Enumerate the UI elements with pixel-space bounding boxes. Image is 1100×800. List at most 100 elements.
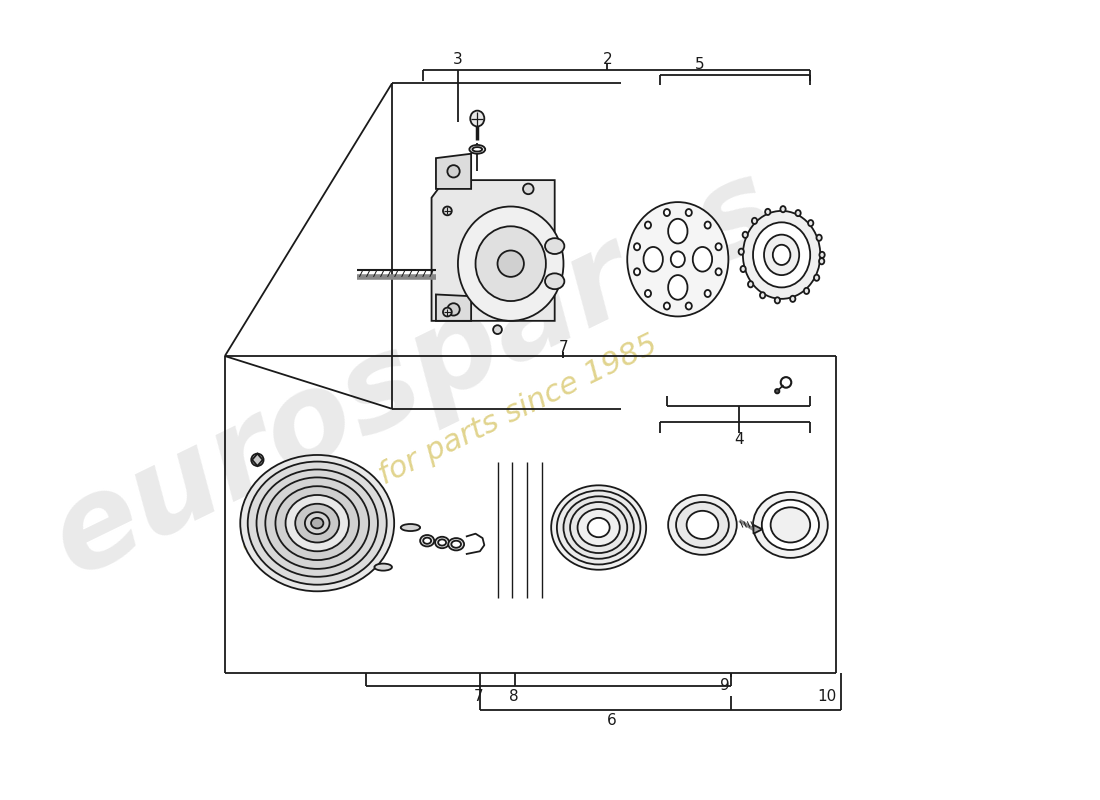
Ellipse shape — [443, 308, 452, 317]
Ellipse shape — [685, 209, 692, 216]
Ellipse shape — [449, 538, 464, 550]
Ellipse shape — [286, 495, 349, 551]
Ellipse shape — [715, 243, 722, 250]
Ellipse shape — [764, 234, 800, 275]
Ellipse shape — [668, 495, 737, 554]
Ellipse shape — [752, 218, 757, 224]
Ellipse shape — [754, 492, 828, 558]
Ellipse shape — [668, 219, 688, 243]
Text: 10: 10 — [817, 689, 836, 704]
Polygon shape — [436, 154, 471, 189]
Ellipse shape — [627, 202, 728, 317]
Ellipse shape — [448, 303, 460, 315]
Text: 5: 5 — [695, 57, 705, 71]
Ellipse shape — [685, 302, 692, 310]
Ellipse shape — [686, 511, 718, 539]
Ellipse shape — [311, 518, 323, 529]
Ellipse shape — [645, 222, 651, 229]
Ellipse shape — [820, 252, 825, 258]
Ellipse shape — [475, 226, 546, 301]
Ellipse shape — [742, 232, 748, 238]
Ellipse shape — [438, 539, 447, 546]
Ellipse shape — [587, 518, 609, 538]
Ellipse shape — [305, 512, 330, 534]
Ellipse shape — [275, 486, 359, 560]
Ellipse shape — [804, 288, 810, 294]
Ellipse shape — [522, 184, 534, 194]
Ellipse shape — [790, 296, 795, 302]
Ellipse shape — [663, 209, 670, 216]
Ellipse shape — [644, 247, 663, 271]
Polygon shape — [754, 525, 762, 534]
Ellipse shape — [497, 250, 524, 277]
Polygon shape — [252, 454, 263, 466]
Ellipse shape — [748, 281, 754, 287]
Ellipse shape — [808, 220, 813, 226]
Text: a passion for parts since 1985: a passion for parts since 1985 — [235, 330, 662, 558]
Ellipse shape — [634, 268, 640, 275]
Ellipse shape — [544, 274, 564, 289]
Ellipse shape — [451, 541, 461, 548]
Ellipse shape — [774, 298, 780, 303]
Ellipse shape — [295, 504, 339, 542]
Ellipse shape — [400, 524, 420, 531]
Ellipse shape — [634, 243, 640, 250]
Ellipse shape — [762, 500, 820, 550]
Ellipse shape — [493, 326, 502, 334]
Text: eurospares: eurospares — [32, 146, 795, 602]
Ellipse shape — [420, 535, 434, 546]
Ellipse shape — [780, 206, 785, 212]
Ellipse shape — [256, 470, 378, 577]
Ellipse shape — [676, 502, 729, 548]
Ellipse shape — [671, 251, 685, 267]
Ellipse shape — [820, 258, 824, 264]
Ellipse shape — [668, 275, 688, 300]
Ellipse shape — [551, 486, 646, 570]
Ellipse shape — [816, 234, 822, 241]
Ellipse shape — [814, 274, 820, 281]
Ellipse shape — [771, 507, 811, 542]
Text: 4: 4 — [735, 432, 745, 447]
Ellipse shape — [448, 165, 460, 178]
Text: 6: 6 — [607, 713, 617, 728]
Ellipse shape — [436, 537, 449, 548]
Ellipse shape — [776, 389, 780, 394]
Ellipse shape — [740, 266, 746, 272]
Ellipse shape — [754, 222, 811, 287]
Ellipse shape — [424, 538, 431, 544]
Ellipse shape — [766, 209, 770, 215]
Text: 8: 8 — [508, 689, 518, 704]
Ellipse shape — [705, 222, 711, 229]
Text: 7: 7 — [473, 689, 483, 704]
Ellipse shape — [248, 462, 387, 585]
Text: 7: 7 — [559, 340, 569, 354]
Ellipse shape — [251, 454, 264, 466]
Text: 2: 2 — [603, 52, 613, 67]
Ellipse shape — [663, 302, 670, 310]
Ellipse shape — [645, 290, 651, 297]
Ellipse shape — [693, 247, 712, 271]
Ellipse shape — [544, 238, 564, 254]
Ellipse shape — [265, 478, 370, 569]
Ellipse shape — [472, 147, 482, 151]
Ellipse shape — [578, 509, 619, 546]
Ellipse shape — [760, 292, 766, 298]
Ellipse shape — [443, 206, 452, 215]
Ellipse shape — [470, 145, 485, 154]
Ellipse shape — [563, 496, 634, 558]
Ellipse shape — [715, 268, 722, 275]
Text: 3: 3 — [453, 52, 463, 67]
Text: 9: 9 — [720, 678, 729, 694]
Ellipse shape — [795, 210, 801, 216]
Ellipse shape — [738, 249, 744, 254]
Ellipse shape — [471, 110, 484, 126]
Ellipse shape — [374, 563, 392, 570]
Polygon shape — [436, 294, 471, 321]
Ellipse shape — [557, 490, 640, 565]
Ellipse shape — [705, 290, 711, 297]
Ellipse shape — [458, 206, 563, 321]
Polygon shape — [431, 180, 554, 321]
Ellipse shape — [773, 245, 791, 265]
Ellipse shape — [742, 211, 821, 299]
Ellipse shape — [240, 455, 394, 591]
